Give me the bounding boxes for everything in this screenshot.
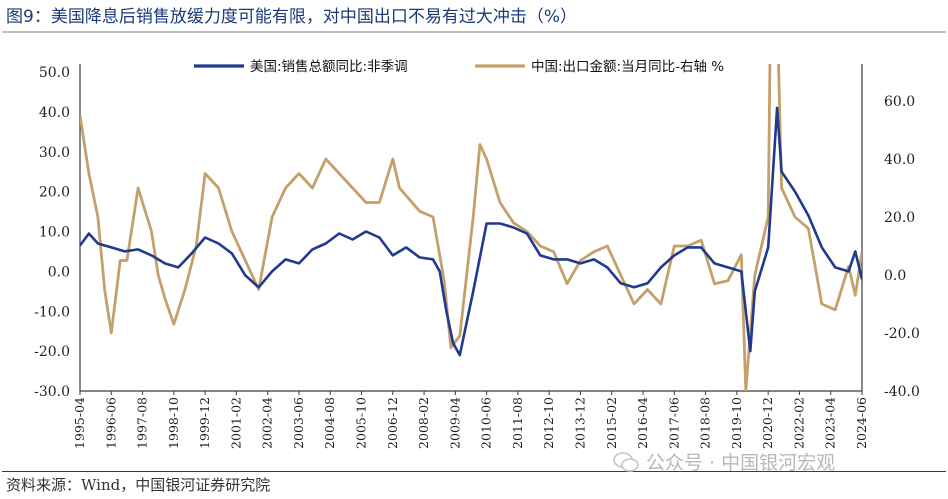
right-y-tick-label: 40.0	[884, 152, 915, 168]
x-tick-label: 2012-10	[541, 397, 556, 449]
x-tick-label: 2009-04	[447, 397, 462, 449]
x-tick-label: 2013-12	[572, 397, 587, 449]
left-y-tick-label: 20.0	[39, 185, 70, 201]
x-tick-label: 2022-02	[791, 397, 806, 449]
x-tick-label: 2017-06	[666, 397, 681, 449]
x-tick-label: 2005-10	[354, 397, 369, 449]
footer-divider	[2, 471, 946, 472]
right-y-tick-label: -40.0	[884, 384, 920, 400]
left-y-tick-label: 40.0	[39, 105, 70, 121]
x-tick-label: 1997-08	[135, 397, 150, 449]
x-tick-label: 1995-04	[72, 397, 87, 449]
left-y-tick-label: -30.0	[34, 384, 70, 400]
left-y-tick-label: 10.0	[39, 225, 70, 241]
right-y-tick-label: -20.0	[884, 326, 920, 342]
x-tick-label: 2003-06	[291, 397, 306, 449]
title-divider	[2, 31, 946, 33]
x-tick-label: 2006-12	[385, 397, 400, 449]
left-y-tick-label: -10.0	[34, 304, 70, 320]
x-tick-label: 2001-02	[228, 397, 243, 449]
x-tick-label: 1996-06	[103, 397, 118, 449]
watermark-text: 公众号 · 中国银河宏观	[646, 452, 836, 474]
figure-title: 图9：美国降息后销售放缓力度可能有限，对中国出口不易有过大冲击（%）	[6, 7, 577, 27]
x-tick-label: 1998-10	[166, 397, 181, 449]
dual-axis-line-chart: 50.0 40.0 30.0 20.0 10.0 0.0 -10.0 -20.0 -30.0 60…	[34, 59, 920, 449]
right-y-tick-label: 60.0	[884, 94, 915, 110]
left-y-tick-label: 0.0	[48, 264, 70, 280]
series-us-retail-sales-line	[80, 106, 862, 357]
x-tick-label: 2010-06	[479, 397, 494, 449]
series-china-exports-line	[80, 64, 862, 391]
right-y-tick-label: 0.0	[884, 268, 906, 284]
x-tick-label: 2015-02	[604, 397, 619, 449]
x-tick-label: 2004-08	[322, 397, 337, 449]
x-tick-label: 2008-02	[416, 397, 431, 449]
x-tick-label: 1999-12	[197, 397, 212, 449]
x-tick-label: 2020-12	[760, 397, 775, 449]
watermark: 公众号 · 中国银河宏观	[612, 448, 835, 475]
left-y-tick-label: 50.0	[39, 65, 70, 81]
left-y-tick-label: 30.0	[39, 145, 70, 161]
source-note: 资料来源：Wind，中国银河证券研究院	[6, 476, 271, 494]
x-tick-label: 2011-08	[510, 397, 525, 449]
x-tick-label: 2016-04	[635, 397, 650, 449]
x-tick-label: 2024-06	[854, 397, 869, 449]
wechat-icon	[613, 451, 639, 472]
x-tick-label: 2019-10	[729, 397, 744, 449]
x-tick-label: 2018-08	[698, 397, 713, 449]
legend-china-exports-label: 中国:出口金额:当月同比-右轴 %	[531, 59, 724, 75]
left-y-tick-label: -20.0	[34, 344, 70, 360]
right-y-tick-label: 20.0	[884, 210, 915, 226]
x-tick-label: 2002-04	[260, 397, 275, 449]
legend-us-retail-sales-label: 美国:销售总额同比:非季调	[250, 59, 408, 75]
x-tick-label: 2023-04	[823, 397, 838, 449]
